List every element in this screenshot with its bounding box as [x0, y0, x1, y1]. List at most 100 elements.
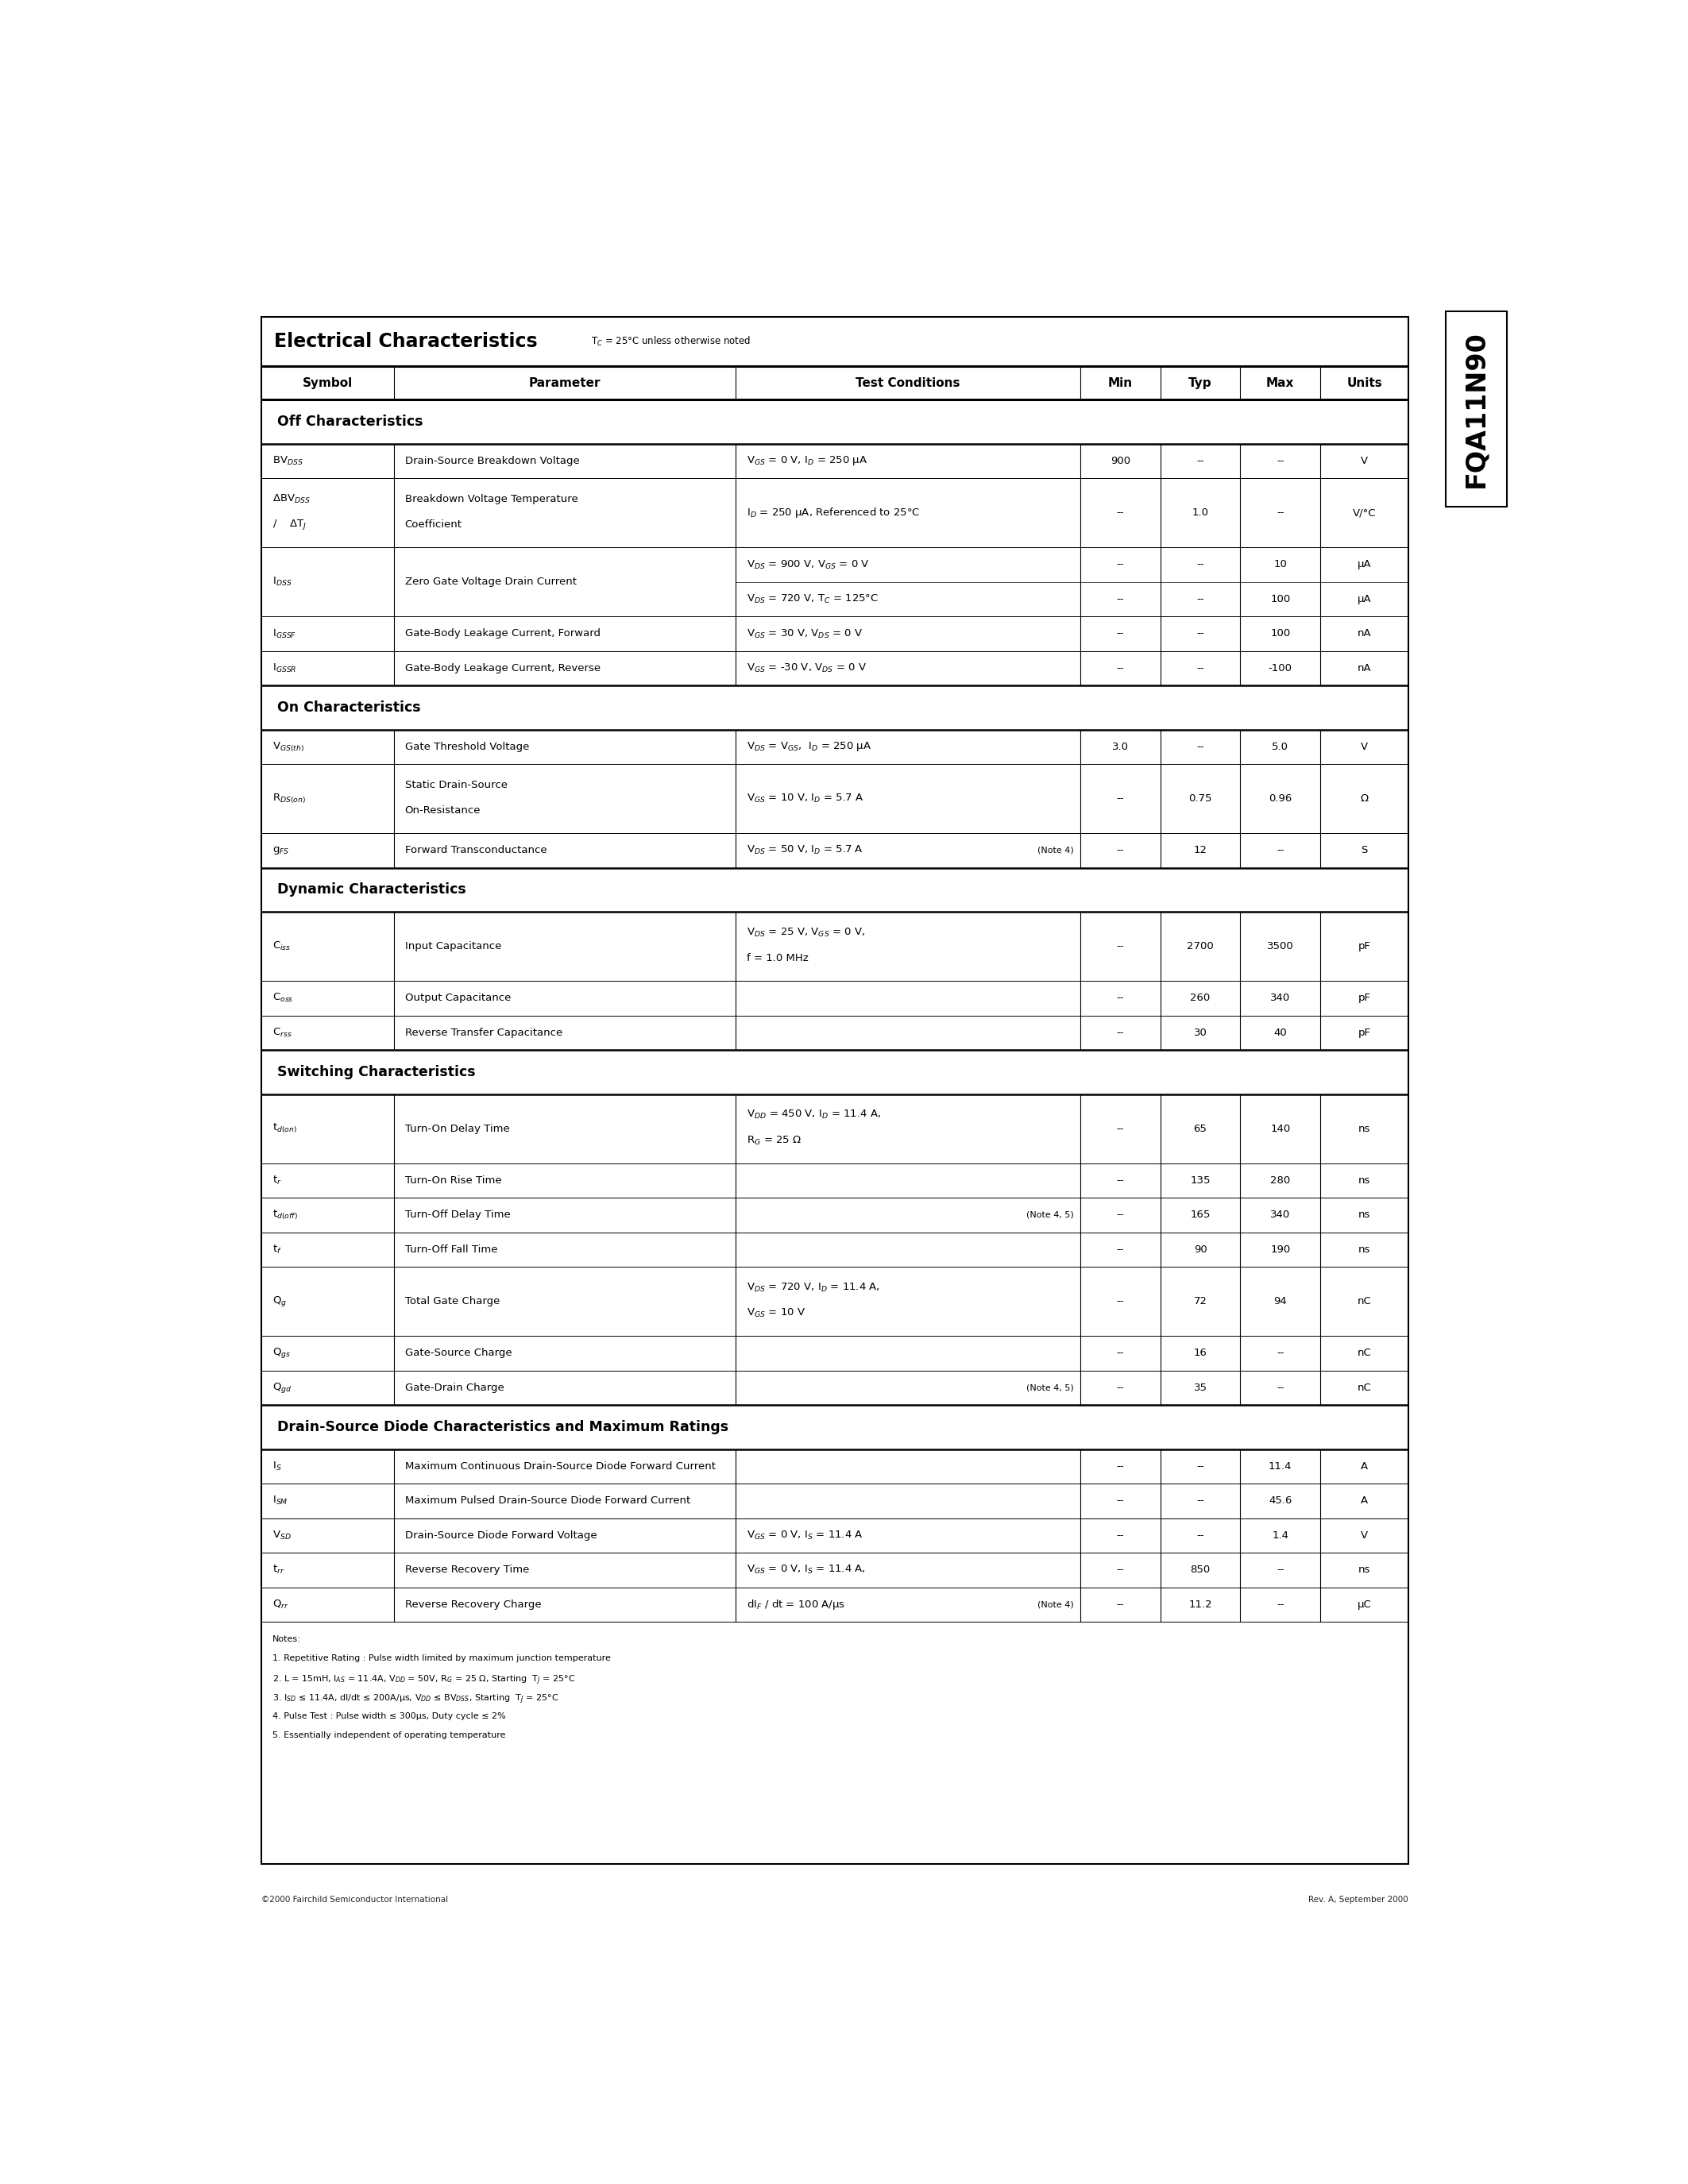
- Text: Ω: Ω: [1361, 793, 1369, 804]
- Text: --: --: [1116, 1348, 1124, 1358]
- Text: 45.6: 45.6: [1269, 1496, 1291, 1507]
- Text: 3.0: 3.0: [1112, 743, 1129, 751]
- Text: Electrical Characteristics: Electrical Characteristics: [273, 332, 537, 352]
- Text: Gate Threshold Voltage: Gate Threshold Voltage: [405, 743, 528, 751]
- Text: Test Conditions: Test Conditions: [856, 378, 960, 389]
- Text: I$_S$: I$_S$: [272, 1461, 282, 1472]
- Text: --: --: [1116, 1382, 1124, 1393]
- Text: Switching Characteristics: Switching Characteristics: [277, 1066, 474, 1079]
- Text: Coefficient: Coefficient: [405, 520, 463, 531]
- Text: t$_{rr}$: t$_{rr}$: [272, 1564, 285, 1577]
- Text: R$_{DS(on)}$: R$_{DS(on)}$: [272, 793, 306, 806]
- Text: Total Gate Charge: Total Gate Charge: [405, 1295, 500, 1306]
- Text: T$_C$ = 25°C unless otherwise noted: T$_C$ = 25°C unless otherwise noted: [591, 334, 751, 347]
- Text: FQA11N90: FQA11N90: [1463, 330, 1489, 487]
- Text: --: --: [1197, 594, 1204, 605]
- Text: Breakdown Voltage Temperature: Breakdown Voltage Temperature: [405, 494, 577, 505]
- Text: --: --: [1116, 1175, 1124, 1186]
- Text: /    ΔT$_J$: / ΔT$_J$: [272, 518, 307, 531]
- Text: (Note 4): (Note 4): [1038, 1601, 1074, 1607]
- Text: Zero Gate Voltage Drain Current: Zero Gate Voltage Drain Current: [405, 577, 577, 587]
- Text: --: --: [1197, 559, 1204, 570]
- Text: 340: 340: [1271, 1210, 1290, 1221]
- Text: Symbol: Symbol: [302, 378, 353, 389]
- Text: C$_{oss}$: C$_{oss}$: [272, 992, 294, 1005]
- Text: V$_{GS(th)}$: V$_{GS(th)}$: [272, 740, 304, 753]
- Text: V$_{GS}$ = -30 V, V$_{DS}$ = 0 V: V$_{GS}$ = -30 V, V$_{DS}$ = 0 V: [746, 662, 866, 675]
- Text: A: A: [1361, 1461, 1367, 1472]
- Text: Input Capacitance: Input Capacitance: [405, 941, 501, 952]
- Text: t$_{d(on)}$: t$_{d(on)}$: [272, 1123, 297, 1136]
- Text: Gate-Drain Charge: Gate-Drain Charge: [405, 1382, 505, 1393]
- Text: --: --: [1116, 1210, 1124, 1221]
- Text: R$_G$ = 25 Ω: R$_G$ = 25 Ω: [746, 1136, 802, 1147]
- Text: 94: 94: [1274, 1295, 1286, 1306]
- Text: --: --: [1116, 664, 1124, 673]
- Text: I$_D$ = 250 μA, Referenced to 25°C: I$_D$ = 250 μA, Referenced to 25°C: [746, 507, 920, 520]
- Text: I$_{DSS}$: I$_{DSS}$: [272, 577, 292, 587]
- Text: V$_{DS}$ = 720 V, T$_C$ = 125°C: V$_{DS}$ = 720 V, T$_C$ = 125°C: [746, 594, 878, 605]
- Bar: [262, 317, 1408, 1865]
- Text: 2700: 2700: [1187, 941, 1214, 952]
- Text: Forward Transconductance: Forward Transconductance: [405, 845, 547, 856]
- Text: V$_{DS}$ = 50 V, I$_D$ = 5.7 A: V$_{DS}$ = 50 V, I$_D$ = 5.7 A: [746, 845, 863, 856]
- Text: --: --: [1116, 1599, 1124, 1610]
- Text: --: --: [1116, 1029, 1124, 1037]
- Text: ns: ns: [1359, 1564, 1371, 1575]
- Text: 135: 135: [1190, 1175, 1210, 1186]
- Text: t$_{d(off)}$: t$_{d(off)}$: [272, 1208, 297, 1221]
- Text: 5. Essentially independent of operating temperature: 5. Essentially independent of operating …: [272, 1732, 506, 1738]
- Text: Q$_{rr}$: Q$_{rr}$: [272, 1599, 289, 1610]
- Text: Maximum Pulsed Drain-Source Diode Forward Current: Maximum Pulsed Drain-Source Diode Forwar…: [405, 1496, 690, 1507]
- Text: 0.96: 0.96: [1269, 793, 1291, 804]
- Text: nC: nC: [1357, 1295, 1371, 1306]
- Text: ns: ns: [1359, 1175, 1371, 1186]
- Text: Drain-Source Breakdown Voltage: Drain-Source Breakdown Voltage: [405, 456, 579, 465]
- Text: 340: 340: [1271, 994, 1290, 1002]
- Text: --: --: [1116, 793, 1124, 804]
- Text: Dynamic Characteristics: Dynamic Characteristics: [277, 882, 466, 898]
- Text: Units: Units: [1347, 378, 1382, 389]
- Text: Turn-Off Fall Time: Turn-Off Fall Time: [405, 1245, 498, 1254]
- Text: 1. Repetitive Rating : Pulse width limited by maximum junction temperature: 1. Repetitive Rating : Pulse width limit…: [272, 1655, 611, 1662]
- Text: nA: nA: [1357, 629, 1371, 640]
- Bar: [1445, 310, 1507, 507]
- Text: --: --: [1116, 1496, 1124, 1507]
- Text: (Note 4, 5): (Note 4, 5): [1026, 1385, 1074, 1391]
- Text: --: --: [1116, 1295, 1124, 1306]
- Text: 30: 30: [1193, 1029, 1207, 1037]
- Text: --: --: [1116, 1461, 1124, 1472]
- Text: --: --: [1197, 1461, 1204, 1472]
- Text: Gate-Body Leakage Current, Reverse: Gate-Body Leakage Current, Reverse: [405, 664, 601, 673]
- Text: --: --: [1116, 1564, 1124, 1575]
- Text: Max: Max: [1266, 378, 1295, 389]
- Text: --: --: [1116, 994, 1124, 1002]
- Text: 5.0: 5.0: [1273, 743, 1288, 751]
- Text: -100: -100: [1268, 664, 1293, 673]
- Text: Gate-Body Leakage Current, Forward: Gate-Body Leakage Current, Forward: [405, 629, 601, 640]
- Text: --: --: [1197, 629, 1204, 640]
- Text: --: --: [1116, 845, 1124, 856]
- Text: nC: nC: [1357, 1348, 1371, 1358]
- Text: A: A: [1361, 1496, 1367, 1507]
- Text: On-Resistance: On-Resistance: [405, 806, 481, 817]
- Text: μA: μA: [1357, 594, 1371, 605]
- Text: Maximum Continuous Drain-Source Diode Forward Current: Maximum Continuous Drain-Source Diode Fo…: [405, 1461, 716, 1472]
- Text: 90: 90: [1193, 1245, 1207, 1254]
- Text: --: --: [1116, 941, 1124, 952]
- Text: 280: 280: [1271, 1175, 1290, 1186]
- Text: 1.0: 1.0: [1192, 507, 1209, 518]
- Text: V$_{GS}$ = 30 V, V$_{DS}$ = 0 V: V$_{GS}$ = 30 V, V$_{DS}$ = 0 V: [746, 627, 863, 640]
- Text: 165: 165: [1190, 1210, 1210, 1221]
- Text: V$_{DD}$ = 450 V, I$_D$ = 11.4 A,: V$_{DD}$ = 450 V, I$_D$ = 11.4 A,: [746, 1109, 881, 1120]
- Text: Output Capacitance: Output Capacitance: [405, 994, 511, 1002]
- Text: nC: nC: [1357, 1382, 1371, 1393]
- Text: V$_{GS}$ = 0 V, I$_S$ = 11.4 A: V$_{GS}$ = 0 V, I$_S$ = 11.4 A: [746, 1529, 863, 1542]
- Text: Min: Min: [1107, 378, 1133, 389]
- Text: --: --: [1116, 629, 1124, 640]
- Text: V$_{GS}$ = 10 V, I$_D$ = 5.7 A: V$_{GS}$ = 10 V, I$_D$ = 5.7 A: [746, 793, 863, 804]
- Text: V: V: [1361, 456, 1367, 465]
- Text: 100: 100: [1271, 594, 1290, 605]
- Text: nA: nA: [1357, 664, 1371, 673]
- Text: --: --: [1276, 1599, 1285, 1610]
